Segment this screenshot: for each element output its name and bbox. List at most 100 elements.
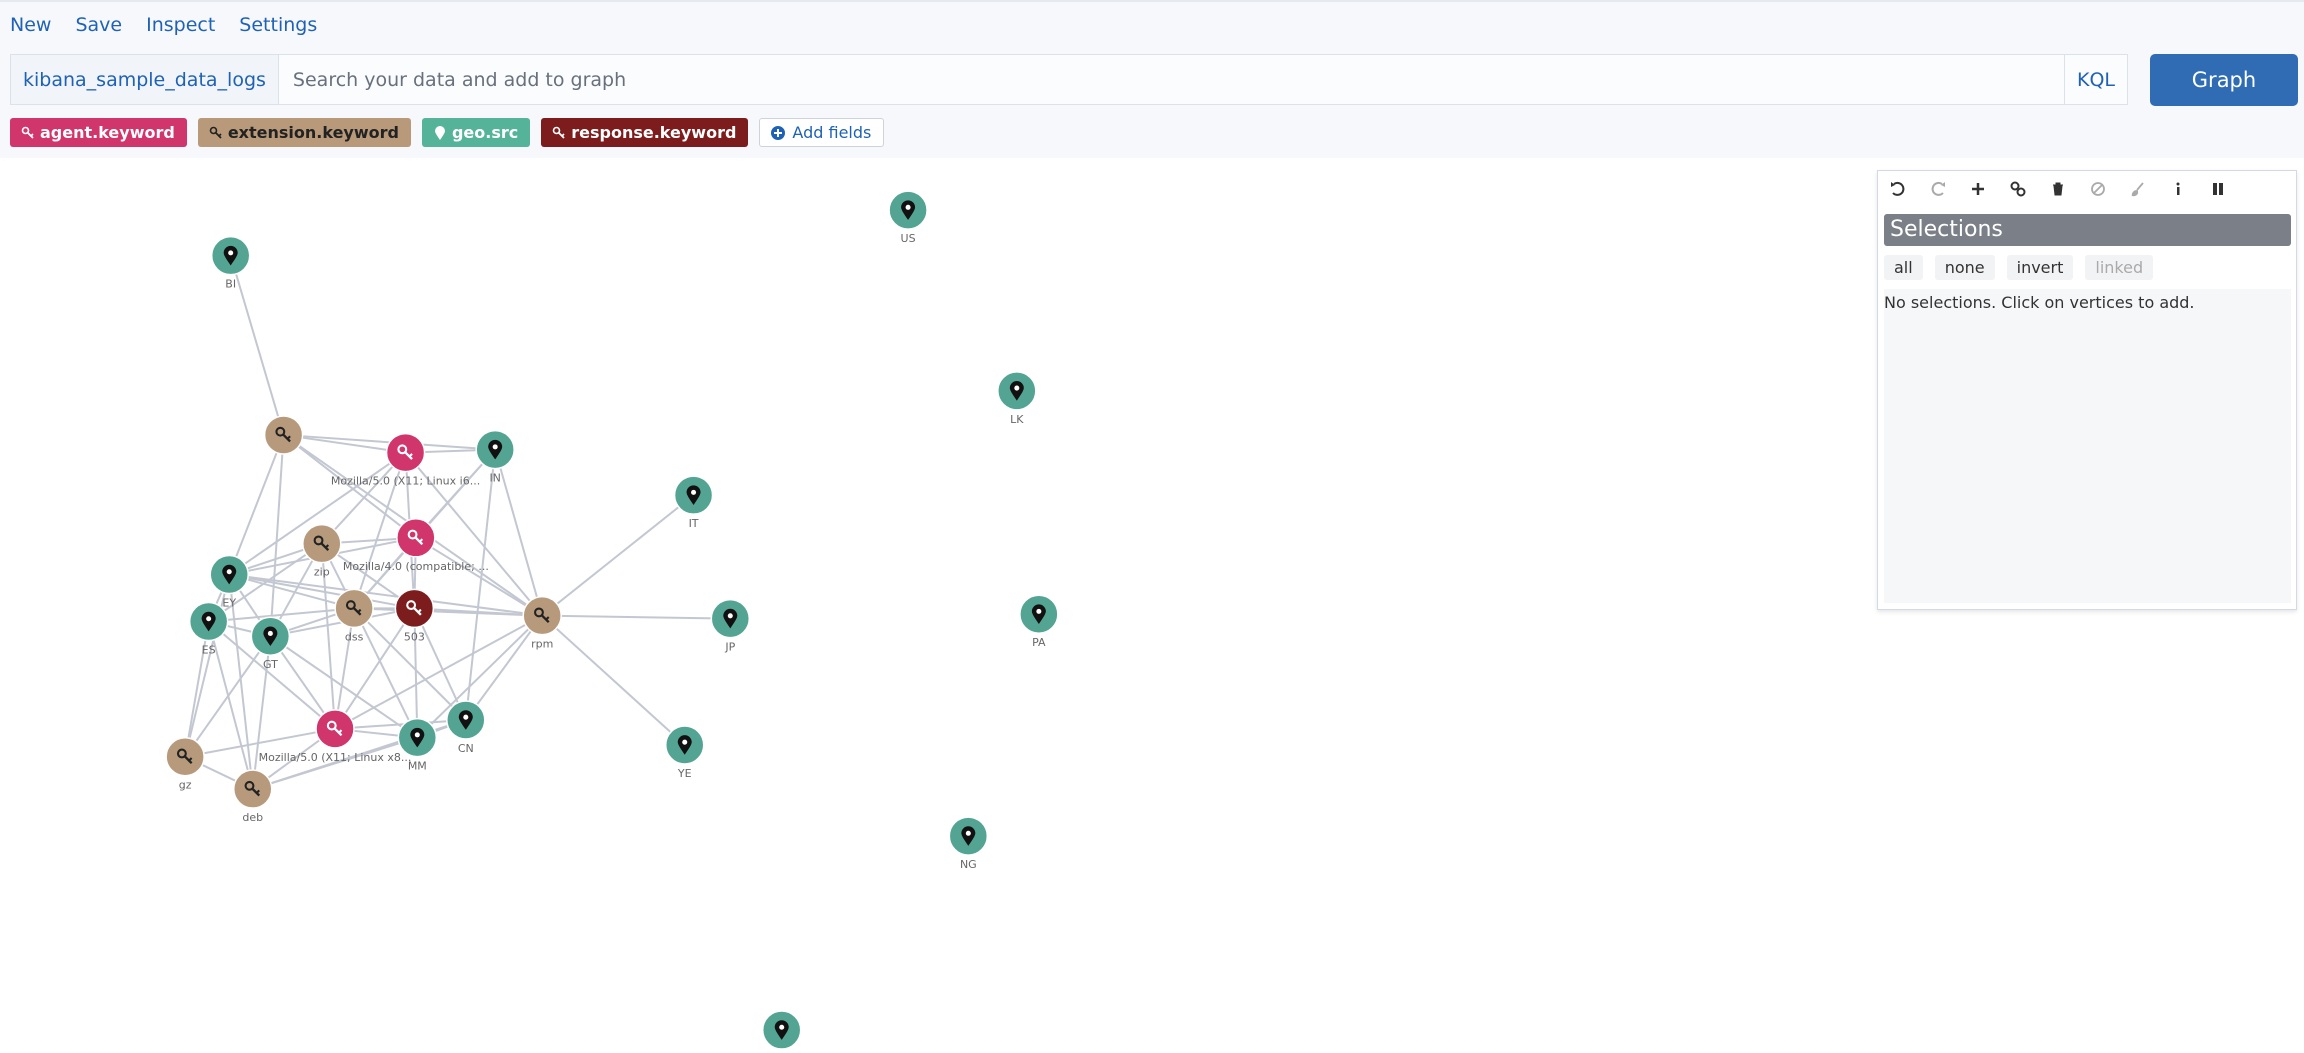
vertex[interactable]: Mozilla/5.0 (X11; Linux i6... [331, 432, 480, 488]
vertex[interactable]: US [888, 190, 928, 245]
menu-item[interactable]: New [10, 14, 52, 36]
key-icon [255, 789, 260, 794]
vertex[interactable]: JP [710, 598, 751, 654]
vertex-label: BI [225, 278, 236, 291]
vertex[interactable]: ES [188, 601, 229, 657]
field-pill[interactable]: geo.src [421, 118, 531, 147]
key-icon [407, 529, 418, 540]
panel-title: Selections [1884, 214, 2291, 246]
select-linked: linked [2085, 255, 2154, 280]
vertex[interactable]: YE [664, 725, 705, 780]
tool-button[interactable] [1966, 177, 1990, 201]
tool-button[interactable] [2206, 177, 2230, 201]
field-pill[interactable]: extension.keyword [197, 118, 411, 147]
vertex[interactable]: GT [250, 616, 291, 671]
field-icon [21, 126, 34, 139]
tool-icon [2219, 183, 2223, 195]
menu-item[interactable]: Save [75, 14, 123, 36]
edge [228, 451, 407, 576]
pin-icon [463, 714, 469, 720]
pin-icon [727, 613, 733, 619]
tool-button[interactable] [1886, 177, 1910, 201]
tool-icon [2091, 182, 2105, 196]
vertex-label: EY [222, 597, 236, 610]
add-fields-label: Add fields [792, 123, 872, 142]
select-invert[interactable]: invert [2006, 255, 2074, 280]
edge [228, 434, 285, 575]
tool-button[interactable] [2046, 177, 2070, 201]
vertex[interactable]: NG [948, 816, 989, 871]
pin-icon [901, 200, 916, 220]
query-language[interactable]: KQL [2064, 55, 2127, 104]
edge [334, 607, 416, 730]
pin-icon [1009, 381, 1024, 401]
key-icon [333, 727, 343, 737]
vertex[interactable]: BI [210, 235, 251, 291]
pin-icon [410, 727, 425, 748]
field-name: extension.keyword [227, 123, 399, 142]
key-icon [408, 453, 413, 458]
edge [251, 636, 272, 790]
tool-icon [1892, 181, 1905, 196]
pin-icon [414, 732, 420, 738]
search-input[interactable]: Search your data and add to graph [292, 68, 627, 91]
tool-button[interactable] [2126, 177, 2150, 201]
vertex[interactable]: IT [673, 475, 714, 530]
select-all[interactable]: all [1884, 255, 1923, 280]
vertex[interactable] [263, 415, 304, 455]
vertex[interactable]: Mozilla/5.0 (X11; Linux x8... [259, 709, 412, 764]
key-icon [404, 451, 413, 460]
tool-button[interactable] [2086, 177, 2110, 201]
key-icon [545, 616, 550, 621]
key-icon [406, 600, 417, 611]
pin-icon [458, 710, 473, 730]
vertex[interactable]: IN [475, 429, 515, 485]
key-icon [21, 126, 30, 135]
tool-button[interactable] [2006, 177, 2030, 201]
key-icon [397, 444, 408, 455]
vertex[interactable]: 503 [394, 588, 435, 643]
edge [184, 635, 272, 758]
field-pill[interactable]: response.keyword [541, 118, 749, 147]
plus-icon [774, 129, 783, 137]
index-pattern[interactable]: kibana_sample_data_logs [11, 55, 279, 104]
vertex[interactable]: rpm [522, 595, 562, 651]
pin-icon [223, 245, 238, 266]
pin-icon [267, 630, 273, 636]
edge [283, 433, 406, 454]
vertex[interactable]: EY [209, 554, 249, 610]
vertex[interactable]: MM [397, 717, 438, 773]
vertex[interactable] [761, 1010, 802, 1050]
edge [415, 448, 496, 539]
edge [353, 452, 407, 609]
key-icon [412, 606, 422, 616]
select-none[interactable]: none [1934, 255, 1995, 280]
field-pill[interactable]: agent.keyword [10, 118, 187, 147]
selections-panel: Selections all none invert linked No sel… [1877, 170, 2297, 610]
vertex[interactable]: LK [997, 371, 1037, 426]
vertex[interactable]: zip [302, 523, 342, 579]
vertex[interactable]: gz [165, 736, 205, 792]
vertex[interactable]: dss [334, 588, 374, 643]
tool-icon [2213, 183, 2217, 195]
edge [269, 434, 285, 637]
tool-button[interactable] [1926, 177, 1950, 201]
add-fields[interactable]: Add fields [759, 118, 885, 147]
vertex[interactable]: CN [446, 700, 486, 755]
pin-icon [682, 739, 688, 745]
vertex-label: rpm [531, 638, 553, 651]
vertex[interactable]: deb [232, 769, 273, 824]
key-icon [326, 720, 337, 731]
vertex[interactable]: PA [1019, 594, 1059, 649]
edge [184, 621, 210, 757]
menu-item[interactable]: Settings [239, 14, 318, 36]
vertex[interactable]: Mozilla/4.0 (compatible; ... [343, 518, 489, 573]
vertex-label: ES [202, 644, 216, 657]
menu-item[interactable]: Inspect [146, 14, 216, 36]
pin-icon [961, 826, 976, 846]
graph-button[interactable]: Graph [2150, 54, 2298, 106]
field-name: response.keyword [571, 123, 737, 142]
tool-button[interactable] [2166, 177, 2190, 201]
key-icon [338, 729, 343, 734]
edge [320, 543, 337, 729]
